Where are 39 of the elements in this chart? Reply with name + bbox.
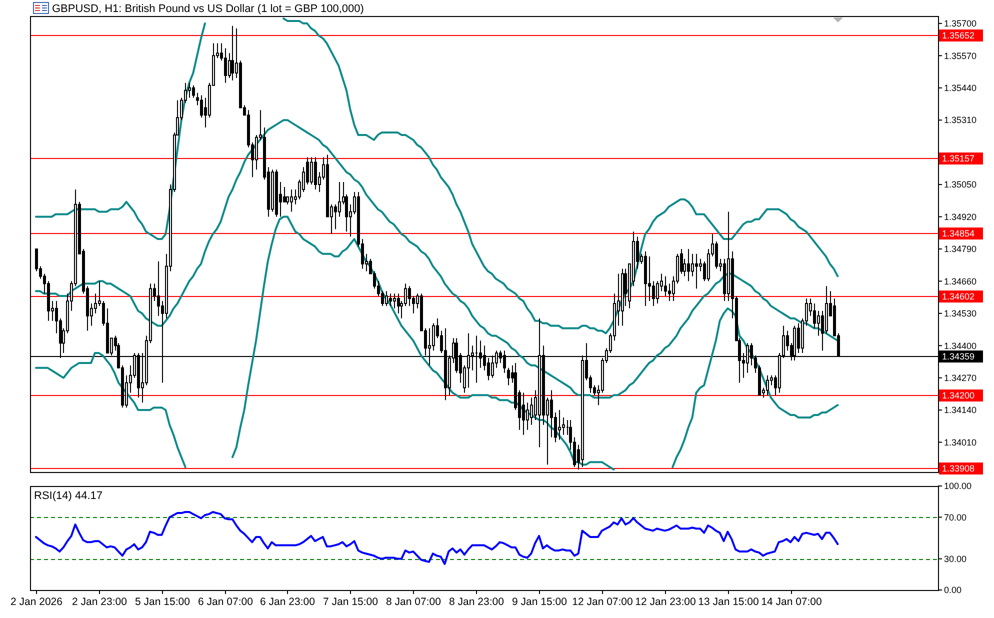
x-tick-label: 14 Jan 07:00 <box>761 596 822 608</box>
x-tick-label: 5 Jan 15:00 <box>135 596 190 608</box>
ref-line-label: 1.34359 <box>942 352 975 362</box>
x-tick-label: 2 Jan 23:00 <box>72 596 128 608</box>
ref-line-label: 1.35652 <box>942 30 975 41</box>
y-tick-label: 1.35050 <box>944 180 977 190</box>
y-tick-label: 1.35700 <box>944 18 977 29</box>
y-tick-label: 30.00 <box>944 554 967 564</box>
y-tick-label: 0.00 <box>944 585 962 596</box>
y-tick-label: 1.34010 <box>944 437 977 448</box>
x-tick-label: 6 Jan 07:00 <box>198 596 254 608</box>
x-tick-label: 9 Jan 15:00 <box>512 596 568 608</box>
y-tick-label: 1.35440 <box>944 83 977 94</box>
x-tick-label: 7 Jan 15:00 <box>323 596 378 608</box>
ref-line-label: 1.34602 <box>942 292 975 302</box>
x-tick-label: 12 Jan 07:00 <box>572 596 634 608</box>
y-tick-label: 100.00 <box>944 481 972 492</box>
y-tick-label: 1.34270 <box>944 372 977 383</box>
chart-title: GBPUSD, H1: British Pound vs US Dollar (1 lot = GBP 100,000) <box>52 3 364 15</box>
y-tick-label: 1.34140 <box>944 405 977 416</box>
x-tick-label: 6 Jan 23:00 <box>260 596 316 608</box>
x-tick-label: 2 Jan 2026 <box>10 596 63 608</box>
y-tick-label: 1.34400 <box>944 340 977 351</box>
x-tick-label: 13 Jan 15:00 <box>698 596 760 608</box>
ref-line-label: 1.33908 <box>942 464 975 474</box>
y-tick-label: 70.00 <box>944 512 967 522</box>
ref-line-label: 1.34854 <box>942 228 975 239</box>
x-tick-label: 8 Jan 23:00 <box>449 596 504 608</box>
y-tick-label: 1.34660 <box>944 276 977 286</box>
y-tick-label: 1.34920 <box>944 212 977 222</box>
y-tick-label: 1.35310 <box>944 115 977 126</box>
x-tick-label: 12 Jan 23:00 <box>635 596 696 608</box>
y-tick-label: 1.34530 <box>944 308 977 319</box>
y-tick-label: 1.34790 <box>944 244 977 254</box>
chart-title: RSI(14) 44.17 <box>34 490 102 502</box>
y-tick-label: 1.35570 <box>944 50 977 61</box>
ref-line-label: 1.34200 <box>942 390 975 401</box>
ref-line-label: 1.35157 <box>942 154 975 164</box>
x-tick-label: 8 Jan 07:00 <box>386 596 442 608</box>
